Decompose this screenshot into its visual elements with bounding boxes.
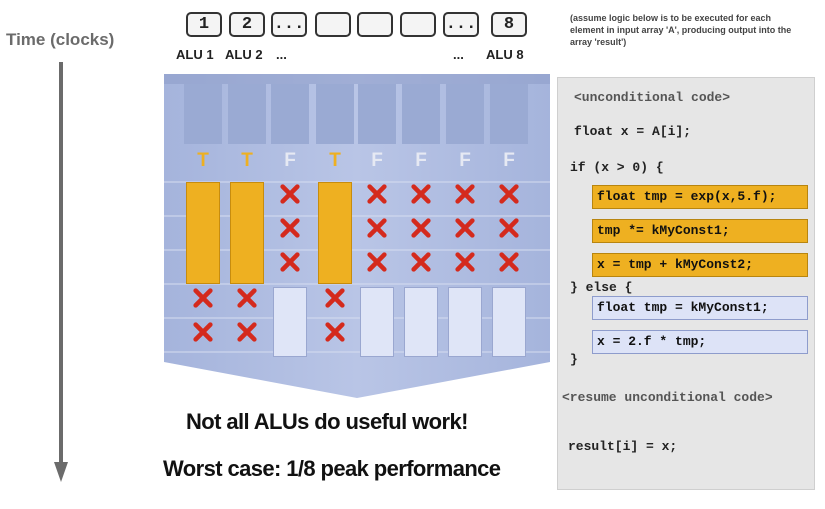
alu-label-dots-right: ... xyxy=(453,47,464,62)
code-resume: <resume unconditional code> xyxy=(562,390,773,405)
idle-x-icon xyxy=(192,287,216,311)
idle-x-icon xyxy=(366,251,390,275)
lane-mask-5: F xyxy=(371,150,383,171)
active-bar-else-7 xyxy=(448,287,482,357)
idle-x-icon xyxy=(410,183,434,207)
alu-label-1: ALU 1 xyxy=(176,47,214,62)
alu-box-2: 2 xyxy=(229,12,265,37)
active-bar-then-2 xyxy=(230,182,264,284)
code-if: if (x > 0) { xyxy=(570,160,664,175)
idle-x-icon xyxy=(324,287,348,311)
idle-x-icon xyxy=(410,251,434,275)
lane-column-6 xyxy=(402,84,440,144)
lane-mask-7: F xyxy=(459,150,471,171)
message-worst-case: Worst case: 1/8 peak performance xyxy=(163,456,501,481)
idle-x-icon xyxy=(498,183,522,207)
alu-box-5 xyxy=(357,12,393,37)
active-bar-else-6 xyxy=(404,287,438,357)
code-then-2: tmp *= kMyConst1; xyxy=(592,219,808,243)
lane-mask-4: T xyxy=(329,150,341,171)
lane-column-3 xyxy=(271,84,309,144)
code-then-1: float tmp = exp(x,5.f); xyxy=(592,185,808,209)
lane-column-5 xyxy=(358,84,396,144)
lane-column-7 xyxy=(446,84,484,144)
code-unconditional: <unconditional code> xyxy=(574,90,731,105)
code-close-brace: } xyxy=(570,352,578,367)
idle-x-icon xyxy=(498,217,522,241)
lane-columns xyxy=(184,84,528,144)
idle-x-icon xyxy=(279,183,303,207)
active-bar-else-5 xyxy=(360,287,394,357)
idle-x-icon xyxy=(366,183,390,207)
alu-label-8: ALU 8 xyxy=(486,47,524,62)
idle-x-icon xyxy=(410,217,434,241)
code-panel: <unconditional code> float x = A[i]; if … xyxy=(557,77,815,490)
alu-label-2: ALU 2 xyxy=(225,47,263,62)
active-bar-else-8 xyxy=(492,287,526,357)
code-else-1: float tmp = kMyConst1; xyxy=(592,296,808,320)
lane-mask-2: T xyxy=(241,150,253,171)
alu-label-dots-left: ... xyxy=(276,47,287,62)
alu-box-3: ... xyxy=(271,12,307,37)
alu-box-1: 1 xyxy=(186,12,222,37)
active-bar-else-3 xyxy=(273,287,307,357)
lane-mask-1: T xyxy=(197,150,209,171)
lane-column-4 xyxy=(316,84,354,144)
active-bar-then-4 xyxy=(318,182,352,284)
idle-x-icon xyxy=(454,251,478,275)
lane-mask-6: F xyxy=(415,150,427,171)
alu-box-7: ... xyxy=(443,12,479,37)
alu-box-6 xyxy=(400,12,436,37)
alu-box-4 xyxy=(315,12,351,37)
idle-x-icon xyxy=(498,251,522,275)
idle-x-icon xyxy=(236,321,260,345)
time-arrow-icon xyxy=(54,62,68,482)
lane-mask-8: F xyxy=(503,150,515,171)
idle-x-icon xyxy=(236,287,260,311)
message-not-all-alus: Not all ALUs do useful work! xyxy=(186,409,468,434)
lane-mask-3: F xyxy=(284,150,296,171)
code-else: } else { xyxy=(570,280,633,295)
row-lines xyxy=(164,181,550,353)
idle-x-icon xyxy=(279,251,303,275)
active-bar-then-1 xyxy=(186,182,220,284)
lane-column-8 xyxy=(490,84,528,144)
code-then-3: x = tmp + kMyConst2; xyxy=(592,253,808,277)
idle-x-icon xyxy=(454,183,478,207)
code-else-2: x = 2.f * tmp; xyxy=(592,330,808,354)
time-label: Time (clocks) xyxy=(6,30,115,49)
idle-x-icon xyxy=(279,217,303,241)
code-result: result[i] = x; xyxy=(568,439,678,454)
idle-x-icon xyxy=(324,321,348,345)
idle-x-icon xyxy=(366,217,390,241)
lane-column-1 xyxy=(184,84,222,144)
idle-x-icon xyxy=(454,217,478,241)
alu-box-8: 8 xyxy=(491,12,527,37)
idle-x-icon xyxy=(192,321,216,345)
code-line-float-x: float x = A[i]; xyxy=(574,124,692,139)
lane-column-2 xyxy=(228,84,266,144)
assumption-note: (assume logic below is to be executed fo… xyxy=(570,13,792,47)
